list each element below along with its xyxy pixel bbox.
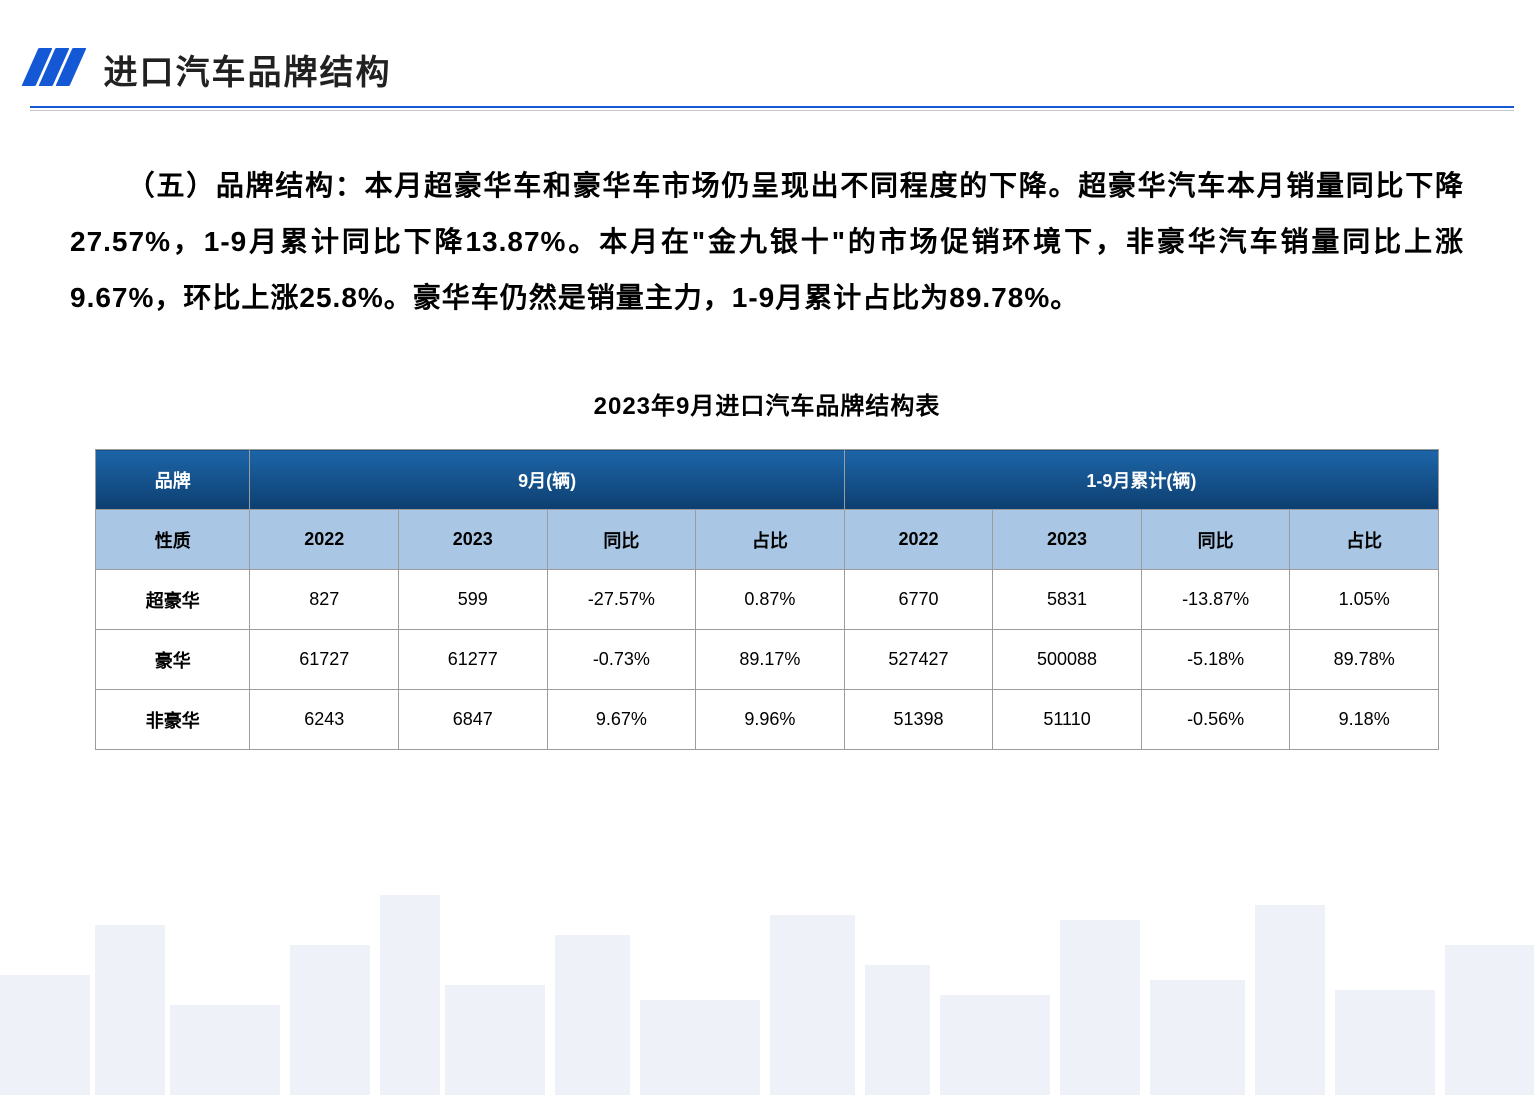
skyline-building [1255, 905, 1325, 1095]
table-header-group: 1-9月累计(辆) [844, 450, 1438, 510]
skyline-building [865, 965, 930, 1095]
table-cell: 527427 [844, 630, 993, 690]
table-cell: 6243 [250, 690, 399, 750]
table-row-label: 超豪华 [96, 570, 250, 630]
table-cell: 9.18% [1290, 690, 1439, 750]
table-cell: 89.17% [696, 630, 845, 690]
table-cell: 6770 [844, 570, 993, 630]
table-cell: 51398 [844, 690, 993, 750]
skyline-building [640, 1000, 760, 1095]
table-subheader-cell: 2022 [250, 510, 399, 570]
table-header-group: 品牌 [96, 450, 250, 510]
page-header: 进口汽车品牌结构 [0, 0, 1534, 94]
table-subheader-cell: 同比 [1141, 510, 1290, 570]
table-subheader-cell: 2023 [399, 510, 548, 570]
table-cell: 9.96% [696, 690, 845, 750]
body-paragraph-text: （五）品牌结构：本月超豪华车和豪华车市场仍呈现出不同程度的下降。超豪华汽车本月销… [70, 170, 1464, 313]
skyline-building [770, 915, 855, 1095]
table-cell: 1.05% [1290, 570, 1439, 630]
table-row-label: 非豪华 [96, 690, 250, 750]
table-cell: -27.57% [547, 570, 696, 630]
table-subheader-cell: 2022 [844, 510, 993, 570]
table-cell: 0.87% [696, 570, 845, 630]
title-underline [0, 106, 1534, 108]
brand-structure-table: 品牌9月(辆)1-9月累计(辆)性质20222023同比占比20222023同比… [95, 449, 1439, 750]
skyline-building [95, 925, 165, 1095]
table-cell: 500088 [993, 630, 1142, 690]
table-cell: -13.87% [1141, 570, 1290, 630]
table-subheader-cell: 占比 [1290, 510, 1439, 570]
footer-skyline-watermark [0, 885, 1534, 1095]
table-cell: 61727 [250, 630, 399, 690]
page-title: 进口汽车品牌结构 [103, 45, 391, 94]
table-subheader-cell: 2023 [993, 510, 1142, 570]
skyline-building [380, 895, 440, 1095]
table-cell: 51110 [993, 690, 1142, 750]
table-cell: 6847 [399, 690, 548, 750]
data-table: 品牌9月(辆)1-9月累计(辆)性质20222023同比占比20222023同比… [95, 449, 1439, 750]
skyline-building [0, 975, 90, 1095]
table-cell: -0.73% [547, 630, 696, 690]
table-subheader-cell: 占比 [696, 510, 845, 570]
table-subheader-cell: 性质 [96, 510, 250, 570]
table-cell: 89.78% [1290, 630, 1439, 690]
body-paragraph: （五）品牌结构：本月超豪华车和豪华车市场仍呈现出不同程度的下降。超豪华汽车本月销… [0, 108, 1534, 326]
table-cell: 827 [250, 570, 399, 630]
table-row: 豪华6172761277-0.73%89.17%527427500088-5.1… [96, 630, 1439, 690]
table-row-label: 豪华 [96, 630, 250, 690]
skyline-building [445, 985, 545, 1095]
title-accent-bars-icon [30, 48, 81, 91]
table-row: 非豪华624368479.67%9.96%5139851110-0.56%9.1… [96, 690, 1439, 750]
skyline-building [1060, 920, 1140, 1095]
table-row: 超豪华827599-27.57%0.87%67705831-13.87%1.05… [96, 570, 1439, 630]
skyline-building [1335, 990, 1435, 1095]
skyline-building [290, 945, 370, 1095]
table-cell: -5.18% [1141, 630, 1290, 690]
skyline-building [1445, 945, 1534, 1095]
table-cell: 599 [399, 570, 548, 630]
table-cell: 9.67% [547, 690, 696, 750]
skyline-building [555, 935, 630, 1095]
skyline-building [1150, 980, 1245, 1095]
skyline-building [940, 995, 1050, 1095]
table-cell: 61277 [399, 630, 548, 690]
table-title: 2023年9月进口汽车品牌结构表 [0, 386, 1534, 421]
table-header-group: 9月(辆) [250, 450, 844, 510]
table-cell: 5831 [993, 570, 1142, 630]
table-subheader-cell: 同比 [547, 510, 696, 570]
skyline-building [170, 1005, 280, 1095]
table-cell: -0.56% [1141, 690, 1290, 750]
